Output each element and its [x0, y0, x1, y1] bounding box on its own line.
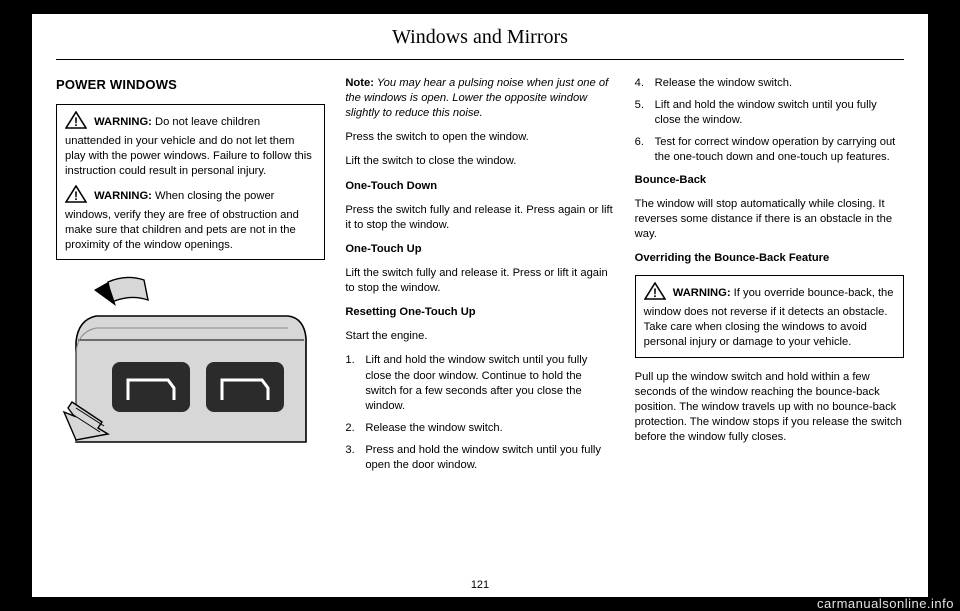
heading-one-touch-up: One-Touch Up — [345, 242, 614, 257]
one-touch-up-text: Lift the switch fully and release it. Pr… — [345, 266, 614, 296]
heading-bounce-back: Bounce-Back — [635, 173, 904, 188]
warning-box-1: ! WARNING: Do not leave children unatten… — [56, 104, 325, 261]
page-number: 121 — [32, 579, 928, 591]
step-text: Release the window switch. — [655, 76, 792, 91]
warning-2-paragraph: ! WARNING: When closing the power window… — [65, 185, 316, 253]
column-3: Release the window switch. Lift and hold… — [635, 76, 904, 480]
list-item: Release the window switch. — [635, 76, 904, 91]
warning-1-paragraph: ! WARNING: Do not leave children unatten… — [65, 111, 316, 179]
column-1: POWER WINDOWS ! WARNING: Do not leave ch… — [56, 76, 325, 480]
note-text: You may hear a pulsing noise when just o… — [345, 77, 608, 119]
step-text: Lift and hold the window switch until yo… — [655, 98, 904, 128]
step-text: Release the window switch. — [365, 421, 502, 436]
warning-icon: ! — [65, 111, 87, 134]
note-label: Note: — [345, 77, 374, 89]
start-engine-text: Start the engine. — [345, 329, 614, 344]
window-switch-rear — [206, 362, 284, 412]
note-paragraph: Note: You may hear a pulsing noise when … — [345, 76, 614, 121]
reset-steps-list-a: Lift and hold the window switch until yo… — [345, 353, 614, 473]
arrow-back-icon — [94, 278, 148, 307]
warning-icon: ! — [65, 185, 87, 208]
heading-one-touch-down: One-Touch Down — [345, 179, 614, 194]
heading-override-bounce-back: Overriding the Bounce-Back Feature — [635, 251, 904, 266]
warning-box-override: ! WARNING: If you override bounce-back, … — [635, 275, 904, 357]
warning-override-paragraph: ! WARNING: If you override bounce-back, … — [644, 282, 895, 350]
lift-instruction: Lift the switch to close the window. — [345, 154, 614, 169]
heading-reset-one-touch-up: Resetting One-Touch Up — [345, 305, 614, 320]
svg-text:!: ! — [74, 115, 78, 129]
header-rule — [56, 59, 904, 60]
list-item: Release the window switch. — [345, 421, 614, 436]
step-text: Lift and hold the window switch until yo… — [365, 353, 614, 413]
warning-2-label: WARNING: — [94, 190, 152, 202]
pull-up-text: Pull up the window switch and hold withi… — [635, 370, 904, 446]
content-columns: POWER WINDOWS ! WARNING: Do not leave ch… — [56, 76, 904, 480]
list-item: Press and hold the window switch until y… — [345, 443, 614, 473]
one-touch-down-text: Press the switch fully and release it. P… — [345, 203, 614, 233]
manual-page: Windows and Mirrors POWER WINDOWS ! WARN… — [32, 14, 928, 597]
step-text: Press and hold the window switch until y… — [365, 443, 614, 473]
switch-svg — [56, 272, 316, 452]
watermark-text: carmanualsonline.info — [817, 596, 954, 611]
svg-text:!: ! — [653, 286, 657, 300]
bounce-back-text: The window will stop automatically while… — [635, 197, 904, 242]
list-item: Lift and hold the window switch until yo… — [345, 353, 614, 413]
press-instruction: Press the switch to open the window. — [345, 130, 614, 145]
window-switch-illustration — [56, 272, 325, 457]
svg-text:!: ! — [74, 189, 78, 203]
section-heading-power-windows: POWER WINDOWS — [56, 76, 325, 94]
warning-override-label: WARNING: — [673, 287, 731, 299]
step-text: Test for correct window operation by car… — [655, 135, 904, 165]
window-switch-front — [112, 362, 190, 412]
reset-steps-list-b: Release the window switch. Lift and hold… — [635, 76, 904, 166]
list-item: Lift and hold the window switch until yo… — [635, 98, 904, 128]
column-2: Note: You may hear a pulsing noise when … — [345, 76, 614, 480]
warning-1-label: WARNING: — [94, 116, 152, 128]
warning-icon: ! — [644, 282, 666, 305]
list-item: Test for correct window operation by car… — [635, 135, 904, 165]
page-title: Windows and Mirrors — [56, 26, 904, 49]
